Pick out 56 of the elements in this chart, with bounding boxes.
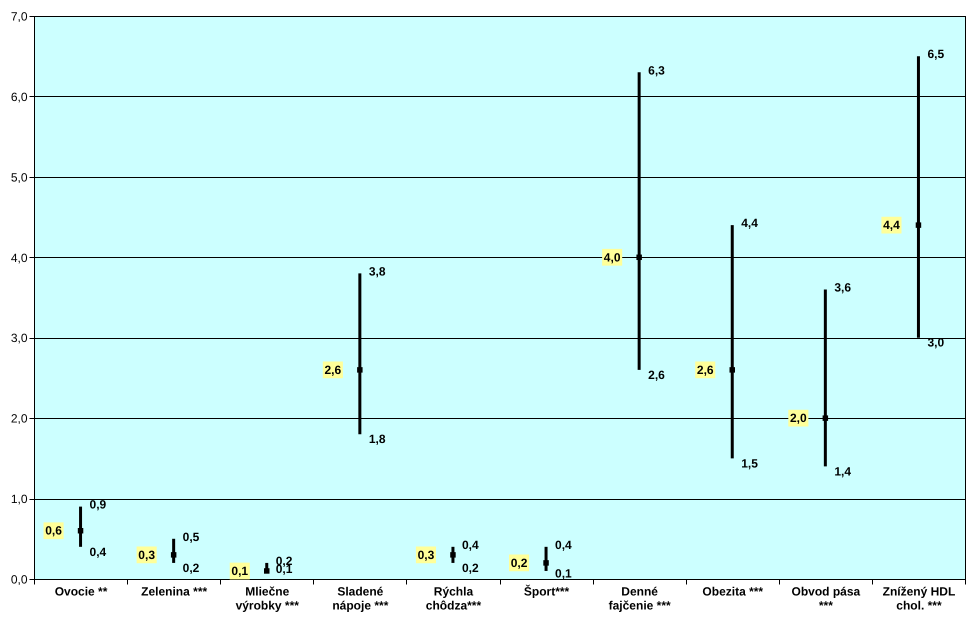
annotation: 0,2 bbox=[462, 560, 479, 575]
point bbox=[636, 254, 642, 260]
annotation: 0,5 bbox=[182, 530, 200, 544]
annotation: 1,5 bbox=[741, 456, 758, 470]
annotation: 1,4 bbox=[834, 464, 852, 478]
x-tick-label: Mliečne výrobky *** bbox=[236, 584, 300, 612]
x-tick-label: Obvod pása *** bbox=[792, 584, 861, 612]
y-tick-label: 4,0 bbox=[10, 250, 28, 265]
data-label: 0,2 bbox=[510, 556, 528, 570]
y-tick-label: 0,0 bbox=[10, 572, 28, 586]
annotation: 0,2 bbox=[276, 554, 293, 568]
point bbox=[170, 552, 176, 558]
annotation: 0,4 bbox=[90, 544, 107, 559]
annotation: 0,9 bbox=[90, 498, 107, 512]
y-tick-label: 6,0 bbox=[10, 90, 28, 104]
y-tick-label: 1,0 bbox=[10, 492, 28, 506]
point bbox=[450, 552, 456, 558]
data-label: 0,3 bbox=[418, 548, 435, 562]
annotation: 0,1 bbox=[231, 564, 248, 578]
point bbox=[357, 367, 363, 373]
point bbox=[264, 568, 270, 574]
annotation: 0,4 bbox=[555, 538, 572, 552]
y-tick-label: 3,0 bbox=[10, 331, 28, 346]
x-tick-label: Šport*** bbox=[524, 584, 570, 598]
x-tick-label: Ovocie ** bbox=[54, 584, 108, 598]
annotation: 1,8 bbox=[368, 432, 386, 446]
data-label: 0,6 bbox=[45, 524, 62, 538]
y-tick-label: 5,0 bbox=[10, 170, 28, 184]
y-tick-label: 2,0 bbox=[10, 412, 28, 426]
point bbox=[78, 528, 84, 534]
y-tick-label: 7,0 bbox=[10, 10, 28, 24]
data-label: 2,0 bbox=[790, 411, 808, 426]
annotation: 3,6 bbox=[834, 280, 852, 294]
annotation: 0,4 bbox=[462, 538, 479, 552]
x-tick-label: Obezita *** bbox=[702, 584, 764, 598]
data-label: 4,4 bbox=[883, 218, 900, 232]
point bbox=[730, 367, 735, 373]
data-label: 2,6 bbox=[696, 362, 714, 377]
point bbox=[822, 415, 828, 421]
annotation: 6,5 bbox=[927, 47, 944, 62]
x-tick-label: Znížený HDL chol. *** bbox=[882, 584, 956, 612]
annotation: 3,8 bbox=[368, 264, 386, 278]
annotation: 0,2 bbox=[182, 560, 200, 575]
annotation: 0,1 bbox=[555, 566, 572, 580]
data-label: 0,3 bbox=[138, 548, 156, 562]
x-tick-label: Rýchla chôdza*** bbox=[426, 584, 482, 612]
data-label: 4,0 bbox=[604, 250, 621, 264]
x-tick-label: Denné fajčenie *** bbox=[608, 584, 671, 612]
point bbox=[916, 222, 922, 228]
x-tick-label: Zelenina *** bbox=[141, 584, 208, 598]
data-label: 2,6 bbox=[324, 362, 342, 377]
annotation: 6,3 bbox=[648, 63, 666, 78]
point bbox=[543, 560, 549, 566]
annotation: 4,4 bbox=[741, 216, 758, 230]
x-tick-label: Sladené nápoje *** bbox=[332, 584, 389, 612]
annotation: 2,6 bbox=[648, 368, 666, 382]
